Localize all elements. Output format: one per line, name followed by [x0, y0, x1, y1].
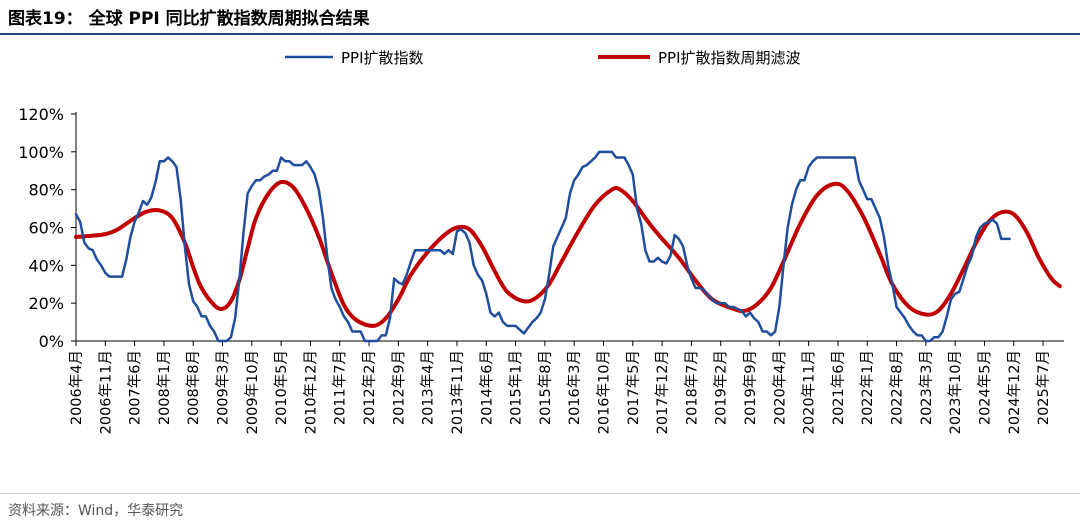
- legend-label-ppi-filter: PPI扩散指数周期滤波: [658, 49, 801, 67]
- x-tick-label: 2015年8月: [537, 350, 554, 425]
- title-divider: [0, 33, 1080, 35]
- source-divider: [0, 493, 1080, 494]
- x-tick-label: 2018年7月: [683, 350, 700, 425]
- x-tick-label: 2007年6月: [127, 350, 144, 425]
- x-tick-label: 2021年6月: [830, 350, 847, 425]
- x-tick-label: 2017年5月: [625, 350, 642, 425]
- x-tick-label: 2014年6月: [478, 350, 495, 425]
- x-tick-label: 2011年7月: [332, 350, 349, 425]
- legend-label-ppi-index: PPI扩散指数: [341, 49, 424, 67]
- legend: PPI扩散指数 PPI扩散指数周期滤波: [285, 49, 801, 67]
- x-tick-label: 2012年2月: [361, 350, 378, 425]
- x-tick-label: 2006年4月: [68, 350, 85, 425]
- y-tick-label: 40%: [28, 256, 64, 275]
- x-tick-label: 2015年1月: [508, 350, 525, 425]
- x-tick-label: 2013年11月: [449, 350, 466, 434]
- x-tick-label: 2016年3月: [566, 350, 583, 425]
- x-tick-label: 2024年12月: [1006, 350, 1023, 434]
- x-tick-label: 2009年3月: [215, 350, 232, 425]
- y-tick-label: 100%: [18, 143, 64, 162]
- y-tick-label: 120%: [18, 105, 64, 124]
- x-tick-label: 2022年8月: [889, 350, 906, 425]
- series-line-ppi-index: [74, 150, 1011, 343]
- x-tick-label: 2010年5月: [273, 350, 290, 425]
- x-tick-label: 2010年12月: [302, 350, 319, 434]
- x-tick-label: 2012年9月: [390, 350, 407, 425]
- x-tick-label: 2016年10月: [595, 350, 612, 434]
- x-tick-label: 2019年2月: [713, 350, 730, 425]
- y-tick-label: 60%: [28, 219, 64, 238]
- x-tick-label: 2024年5月: [976, 350, 993, 425]
- x-tick-label: 2019年9月: [742, 350, 759, 425]
- chart-svg: PPI扩散指数 PPI扩散指数周期滤波 0% 20% 40% 60% 80% 100% 12…: [18, 49, 1064, 434]
- x-tick-label: 2017年12月: [654, 350, 671, 434]
- y-tick-label: 80%: [28, 181, 64, 200]
- series-line-ppi-filter: [74, 179, 1062, 328]
- x-tick-label: 2008年1月: [156, 350, 173, 425]
- y-tick-label: 0%: [39, 332, 64, 351]
- y-axis: 0% 20% 40% 60% 80% 100% 120%: [18, 105, 77, 351]
- x-tick-label: 2020年4月: [771, 350, 788, 425]
- x-tick-label: 2013年4月: [420, 350, 437, 425]
- x-tick-label: 2022年1月: [859, 350, 876, 425]
- x-tick-label: 2023年10月: [947, 350, 964, 434]
- x-tick-label: 2009年10月: [244, 350, 261, 434]
- x-tick-label: 2020年11月: [801, 350, 818, 434]
- chart-title: 图表19： 全球 PPI 同比扩散指数周期拟合结果: [8, 9, 370, 29]
- x-tick-label: 2008年8月: [185, 350, 202, 425]
- x-tick-label: 2023年3月: [918, 350, 935, 425]
- plot-area: [74, 150, 1062, 343]
- source-note: 资料来源：Wind，华泰研究: [8, 503, 184, 519]
- x-tick-label: 2006年11月: [97, 350, 114, 434]
- x-axis: 2006年4月 2006年11月 2007年6月 2008年1月 2008年8月 2009…: [68, 340, 1064, 434]
- x-tick-label: 2025年7月: [1035, 350, 1052, 425]
- y-tick-label: 20%: [28, 294, 64, 313]
